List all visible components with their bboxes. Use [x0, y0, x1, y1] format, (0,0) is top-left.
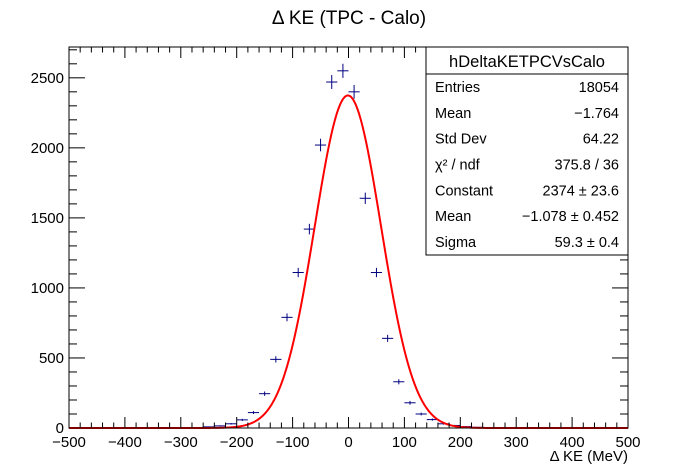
stats-row-value: 375.8 / 36: [555, 158, 620, 174]
data-point: [247, 411, 260, 415]
stats-box: hDeltaKETPCVsCalo Entries 18054 Mean −1.764 S…: [425, 46, 629, 256]
data-point: [393, 379, 405, 385]
data-point: [281, 313, 293, 322]
chart-title: Δ KE (TPC - Calo): [272, 8, 426, 29]
stats-row-value: 18054: [579, 80, 619, 96]
stats-row-value: 64.22: [583, 132, 619, 148]
x-axis: −500 −400 −300 −200 −100 0 100 200 300 400 500: [52, 47, 641, 451]
data-point: [303, 223, 315, 235]
x-tick-label: 200: [448, 434, 473, 451]
data-point: [426, 418, 438, 421]
data-point: [415, 412, 427, 416]
stats-row-label: Sigma: [435, 235, 477, 251]
stats-row-value: 2374 ± 23.6: [543, 183, 620, 199]
data-point: [337, 63, 349, 78]
stats-row-label: Mean: [435, 106, 471, 122]
y-tick-label: 1500: [31, 210, 64, 227]
x-tick-label: −400: [108, 434, 142, 451]
data-point: [370, 267, 383, 278]
data-point: [314, 138, 327, 152]
x-tick-label: 500: [615, 434, 640, 451]
stats-box-frame: [425, 46, 629, 256]
x-tick-label: 300: [504, 434, 529, 451]
data-point: [348, 84, 360, 99]
x-tick-label: −300: [164, 434, 198, 451]
stats-row-label: Std Dev: [435, 132, 487, 148]
x-tick-label: −500: [52, 434, 86, 451]
stats-row-label: Constant: [435, 183, 493, 199]
x-tick-label: −100: [276, 434, 310, 451]
y-tick-label: 500: [39, 350, 64, 367]
data-point: [270, 356, 282, 363]
x-tick-label: 0: [344, 434, 352, 451]
data-point: [382, 334, 394, 342]
x-tick-label: −200: [220, 434, 254, 451]
y-tick-label: 2500: [31, 70, 64, 87]
x-tick-label: 400: [560, 434, 585, 451]
stats-row-label: χ² / ndf: [435, 158, 481, 174]
data-point: [326, 75, 338, 89]
x-tick-label: 100: [392, 434, 417, 451]
stats-box-title: hDeltaKETPCVsCalo: [449, 53, 605, 71]
y-tick-label: 0: [56, 420, 64, 437]
data-point: [292, 267, 304, 278]
data-point: [259, 391, 271, 396]
y-tick-label: 2000: [31, 140, 64, 157]
stats-row-value: 59.3 ± 0.4: [555, 235, 619, 251]
x-axis-label: Δ KE (MeV): [550, 448, 628, 465]
data-point: [214, 425, 226, 427]
stats-row-label: Entries: [435, 80, 480, 96]
stats-row-value: −1.078 ± 0.452: [522, 209, 619, 225]
stats-row-label: Mean: [435, 209, 471, 225]
data-point: [225, 423, 237, 425]
data-point: [404, 400, 416, 405]
data-point: [236, 418, 248, 421]
stats-row-value: −1.764: [574, 106, 619, 122]
y-tick-label: 1000: [31, 280, 64, 297]
data-point: [359, 192, 371, 204]
